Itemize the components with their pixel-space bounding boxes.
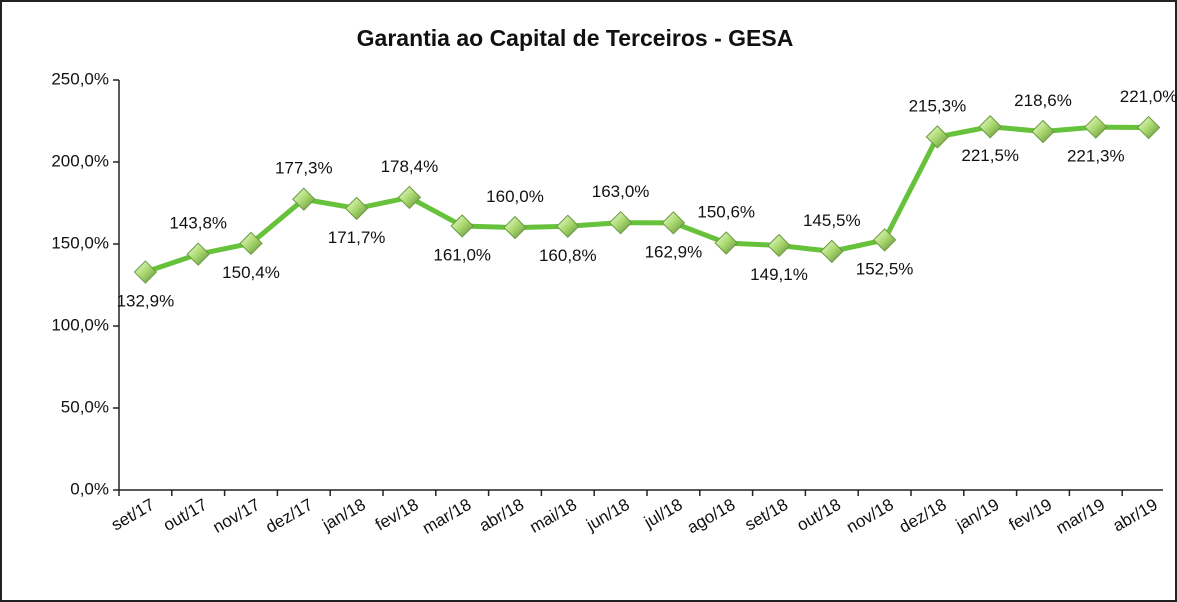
value-label: 152,5% [856, 259, 914, 278]
value-label: 221,3% [1067, 147, 1125, 166]
marker [608, 210, 633, 235]
value-label: 143,8% [169, 214, 227, 233]
value-label: 160,8% [539, 246, 597, 265]
value-label: 178,4% [381, 157, 439, 176]
value-label: 150,4% [222, 263, 280, 282]
y-tick-label: 100,0% [51, 315, 109, 334]
marker [1136, 115, 1161, 140]
marker [925, 125, 950, 149]
marker [1031, 119, 1055, 144]
value-label: 163,0% [592, 182, 650, 201]
marker [767, 233, 791, 258]
marker [133, 260, 158, 284]
value-label: 218,6% [1014, 91, 1072, 110]
y-tick-label: 200,0% [51, 151, 109, 170]
y-tick-label: 250,0% [51, 69, 109, 88]
marker [239, 231, 263, 256]
value-label: 161,0% [433, 245, 491, 264]
value-label: 149,1% [750, 265, 808, 284]
marker [344, 196, 369, 221]
value-label: 162,9% [645, 242, 703, 261]
marker [503, 215, 527, 240]
y-tick-label: 0,0% [70, 479, 109, 498]
value-label: 171,7% [328, 228, 386, 247]
marker [661, 211, 686, 235]
marker [397, 185, 422, 210]
y-tick-label: 50,0% [61, 397, 109, 416]
value-label: 145,5% [803, 211, 861, 230]
value-label: 221,0% [1120, 87, 1177, 106]
marker [292, 187, 316, 211]
value-label: 221,5% [961, 146, 1019, 165]
value-label: 160,0% [486, 187, 544, 206]
value-label: 215,3% [909, 96, 967, 115]
marker [556, 214, 580, 238]
marker [978, 115, 1002, 139]
marker [450, 214, 474, 238]
marker [714, 231, 738, 255]
value-label: 150,6% [697, 203, 755, 222]
chart-title: Garantia ao Capital de Terceiros - GESA [357, 25, 794, 51]
marker [820, 239, 844, 264]
y-tick-label: 150,0% [51, 233, 109, 252]
value-label: 132,9% [117, 292, 175, 311]
marker [1084, 115, 1108, 139]
marker [186, 242, 210, 266]
marker [872, 228, 897, 252]
value-label: 177,3% [275, 159, 333, 178]
